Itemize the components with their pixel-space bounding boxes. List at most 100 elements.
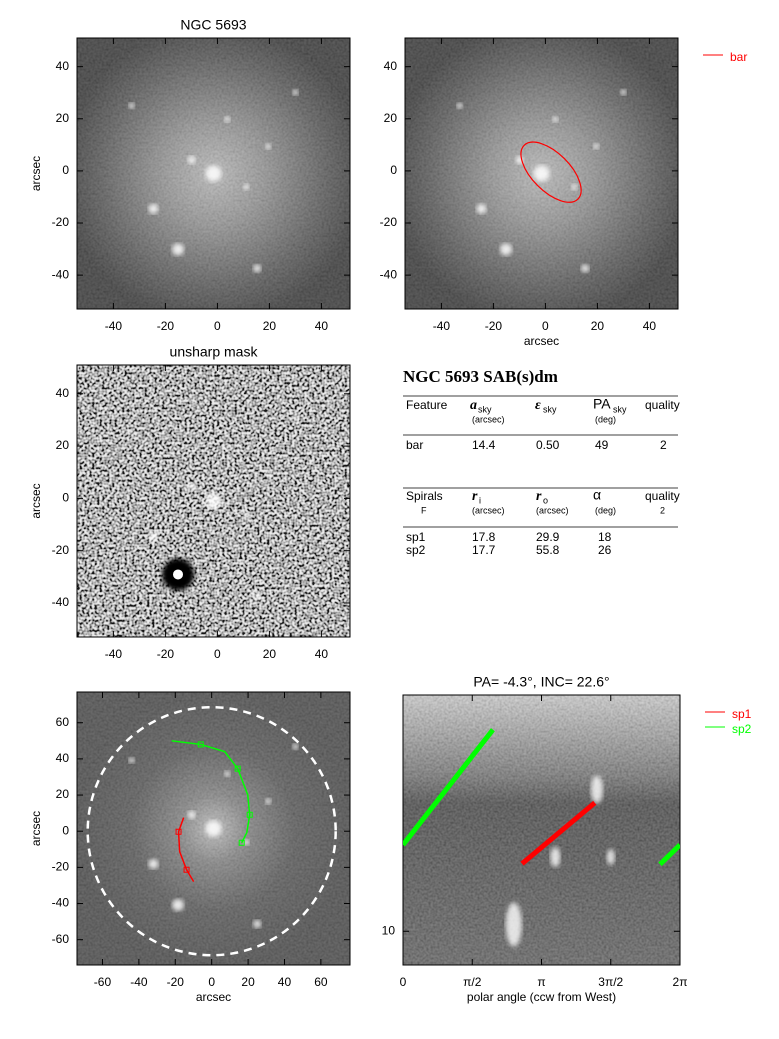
star — [253, 264, 262, 273]
cell: sp2 — [406, 543, 426, 557]
x-tick-label: -20 — [157, 647, 175, 661]
y-tick-label: 0 — [62, 823, 69, 837]
x-tick-label: 0 — [214, 319, 221, 333]
y-tick-label: 40 — [56, 59, 70, 73]
y-tick-label: -20 — [52, 543, 70, 557]
series-marker — [197, 741, 204, 748]
y-tick-label: -40 — [52, 896, 70, 910]
x-axis-label: arcsec — [524, 334, 559, 348]
star — [243, 184, 250, 191]
cell: 17.8 — [472, 530, 496, 544]
y-axis-label: arcsec — [29, 483, 43, 518]
frame — [76, 37, 351, 310]
cell: 0.50 — [536, 438, 560, 452]
star — [148, 203, 159, 214]
star — [265, 470, 272, 477]
series-marker — [183, 866, 190, 873]
panel-title: NGC 5693 — [180, 17, 246, 33]
series-line — [403, 728, 680, 867]
y-tick-label: 20 — [384, 111, 398, 125]
image — [77, 692, 350, 965]
x-tick-label: -20 — [167, 975, 185, 989]
star — [224, 770, 231, 777]
header: quality — [645, 398, 680, 412]
star — [533, 165, 550, 182]
y-tick-label: -40 — [52, 267, 70, 281]
y-tick-label: -20 — [52, 860, 70, 874]
y-tick-label: 20 — [56, 111, 70, 125]
legend-label: sp1 — [732, 707, 752, 721]
star — [128, 757, 135, 764]
header-sub: sky — [613, 404, 627, 414]
header: PA — [593, 396, 611, 412]
y-tick-label: 0 — [62, 491, 69, 505]
legend-label: bar — [730, 50, 747, 64]
star — [172, 243, 185, 256]
image-noise — [403, 695, 680, 965]
x-tick-label: 40 — [315, 319, 329, 333]
x-tick-label: -40 — [130, 975, 148, 989]
x-tick-label: -40 — [433, 319, 451, 333]
y-tick-label: 0 — [390, 163, 397, 177]
header: α — [593, 487, 601, 503]
panel: 0 π/2 π 3π/2 2π 10 PA= -4.3°, INC= 22.6° polar … — [382, 674, 752, 1004]
star — [265, 798, 272, 805]
x-tick-label: 0 — [542, 319, 549, 333]
star — [253, 920, 262, 929]
x-axis-label: arcsec — [196, 990, 231, 1004]
star — [571, 184, 578, 191]
y-tick-label: 40 — [56, 751, 70, 765]
x-tick-label: 60 — [314, 975, 328, 989]
cell: 2 — [660, 438, 667, 452]
y-tick-label: 10 — [382, 923, 396, 937]
header-unit: (arcsec) — [472, 414, 505, 424]
star — [292, 743, 299, 750]
cell: 26 — [598, 543, 612, 557]
series-marker — [175, 828, 182, 835]
header: 2 — [660, 505, 665, 515]
series-line — [177, 817, 195, 883]
cell: 49 — [595, 438, 609, 452]
x-tick-label: 2π — [673, 975, 688, 989]
star — [187, 155, 196, 164]
header: ε — [535, 398, 541, 413]
star — [243, 511, 250, 518]
panel: -40 -20 0 20 40 -40 -20 0 20 40 NGC 5693 arcsec — [29, 17, 351, 333]
star — [265, 143, 272, 150]
x-axis-label: polar angle (ccw from West) — [467, 990, 616, 1004]
star — [292, 89, 299, 96]
panel-title: unsharp mask — [170, 344, 259, 360]
star — [243, 839, 250, 846]
y-tick-label: -40 — [380, 267, 398, 281]
y-tick-label: -60 — [52, 932, 70, 946]
header-sub: sky — [543, 404, 557, 414]
x-tick-label: -60 — [94, 975, 112, 989]
star — [500, 243, 513, 256]
x-tick-label: 20 — [591, 319, 605, 333]
frame — [404, 37, 679, 310]
table-title: NGC 5693 SAB(s)dm — [403, 367, 558, 386]
header-sub: i — [479, 495, 481, 505]
star — [593, 143, 600, 150]
x-tick-label: 40 — [315, 647, 329, 661]
y-axis-label: arcsec — [29, 811, 43, 846]
y-tick-label: 40 — [384, 59, 398, 73]
star — [148, 858, 159, 869]
x-tick-label: 20 — [263, 319, 277, 333]
star — [476, 203, 487, 214]
star — [148, 531, 159, 542]
series-line — [171, 740, 251, 844]
y-tick-label: 60 — [56, 715, 70, 729]
x-tick-label: 0 — [214, 647, 221, 661]
cell: 17.7 — [472, 543, 496, 557]
y-tick-label: 0 — [62, 163, 69, 177]
y-tick-label: -40 — [52, 595, 70, 609]
star — [224, 116, 231, 123]
x-tick-label: 0 — [208, 975, 215, 989]
header: quality — [645, 489, 680, 503]
y-tick-label: -20 — [52, 215, 70, 229]
header: r — [536, 489, 542, 504]
header-sub: o — [543, 495, 548, 505]
x-tick-label: π/2 — [463, 975, 482, 989]
